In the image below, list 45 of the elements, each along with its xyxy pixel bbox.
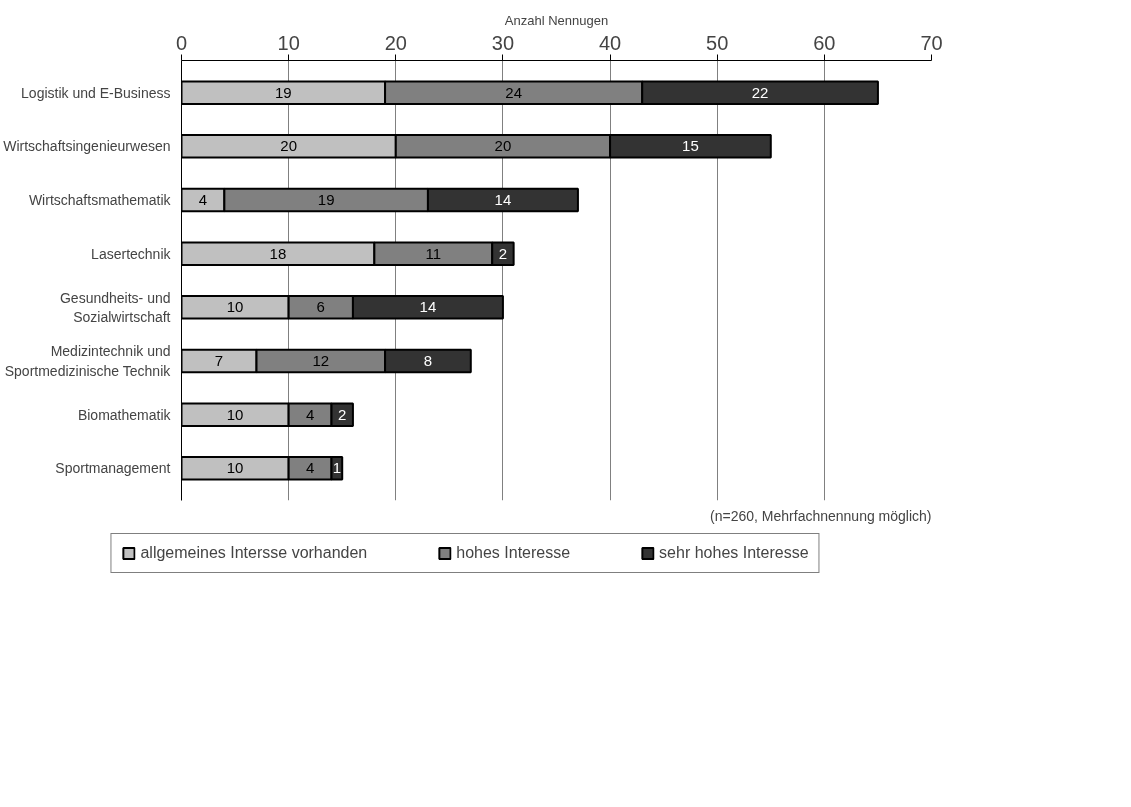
y-tick-label: Gesundheits- und Sozialwirtschaft [59, 289, 171, 325]
data-label: 8 [423, 351, 433, 369]
data-label: 4 [198, 191, 208, 209]
x-tick-label: 40 [598, 31, 622, 54]
y-tick-label: Wirtschaftsingenieurwesen [3, 138, 171, 155]
data-label: 18 [269, 244, 287, 262]
x-tick-label: 70 [920, 31, 943, 54]
data-label: 24 [505, 83, 522, 101]
data-label: 20 [494, 137, 512, 155]
y-tick-label: Logistik und E-Business [21, 84, 171, 101]
x-tick-label: 0 [175, 31, 188, 54]
x-tick-label: 20 [384, 31, 407, 54]
data-label: 4 [305, 459, 315, 477]
data-label: 22 [751, 83, 769, 101]
y-tick-label: Biomathematik [77, 406, 172, 423]
x-tick-label: 10 [277, 31, 300, 54]
x-tick-label: 30 [491, 31, 515, 54]
y-tick-label: Wirtschaftsmathematik [28, 192, 172, 209]
y-tick-label: Sportmanagement [55, 460, 171, 477]
data-label: 4 [305, 405, 315, 423]
data-label: 2 [338, 405, 347, 423]
data-label: 10 [226, 405, 244, 423]
legend-label: hohes Interesse [456, 544, 571, 562]
text: (n=260, Mehrfachnennung möglich) [710, 507, 932, 524]
data-label: 19 [317, 191, 335, 209]
data-label: 2 [498, 244, 508, 262]
data-label: 6 [316, 298, 325, 316]
data-label: 14 [419, 298, 437, 316]
x-tick-label: 50 [706, 31, 729, 54]
data-label: 12 [312, 351, 330, 369]
x-axis-title: Anzahl Nennugen [504, 12, 609, 28]
data-label: 19 [274, 83, 292, 101]
x-tick-label: 60 [813, 31, 836, 54]
data-label: 7 [214, 351, 224, 369]
data-label: 15 [682, 137, 699, 155]
legend-label: allgemeines Intersse vorhanden [140, 544, 368, 562]
legend-label: sehr hohes Interesse [659, 544, 809, 562]
y-tick-label: Medizintechnik und Sportmedizinische Technik [4, 343, 172, 379]
data-label: 14 [494, 191, 512, 209]
data-label: 11 [425, 244, 442, 262]
data-label: 10 [226, 459, 244, 477]
y-tick-label: Lasertechnik [91, 245, 172, 262]
data-label: 20 [280, 137, 297, 155]
data-label: 1 [332, 459, 342, 477]
data-label: 10 [226, 298, 244, 316]
